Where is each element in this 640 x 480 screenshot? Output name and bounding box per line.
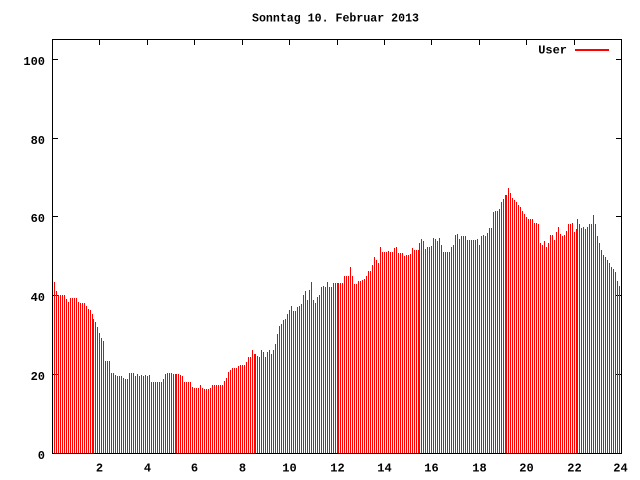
svg-text:16: 16 xyxy=(424,462,438,476)
svg-text:100: 100 xyxy=(23,55,45,69)
svg-text:8: 8 xyxy=(239,462,246,476)
svg-text:20: 20 xyxy=(31,370,45,384)
svg-text:0: 0 xyxy=(38,449,45,463)
svg-text:4: 4 xyxy=(144,462,151,476)
svg-text:18: 18 xyxy=(472,462,486,476)
svg-text:User: User xyxy=(538,44,567,58)
svg-text:6: 6 xyxy=(191,462,198,476)
svg-text:20: 20 xyxy=(519,462,533,476)
svg-text:40: 40 xyxy=(31,291,45,305)
svg-text:80: 80 xyxy=(31,134,45,148)
svg-text:24: 24 xyxy=(613,462,627,476)
svg-text:12: 12 xyxy=(330,462,344,476)
svg-text:Sonntag 10. Februar 2013: Sonntag 10. Februar 2013 xyxy=(252,12,419,26)
svg-text:2: 2 xyxy=(96,462,103,476)
svg-text:22: 22 xyxy=(567,462,581,476)
svg-text:14: 14 xyxy=(377,462,391,476)
svg-text:10: 10 xyxy=(282,462,296,476)
svg-text:60: 60 xyxy=(31,212,45,226)
